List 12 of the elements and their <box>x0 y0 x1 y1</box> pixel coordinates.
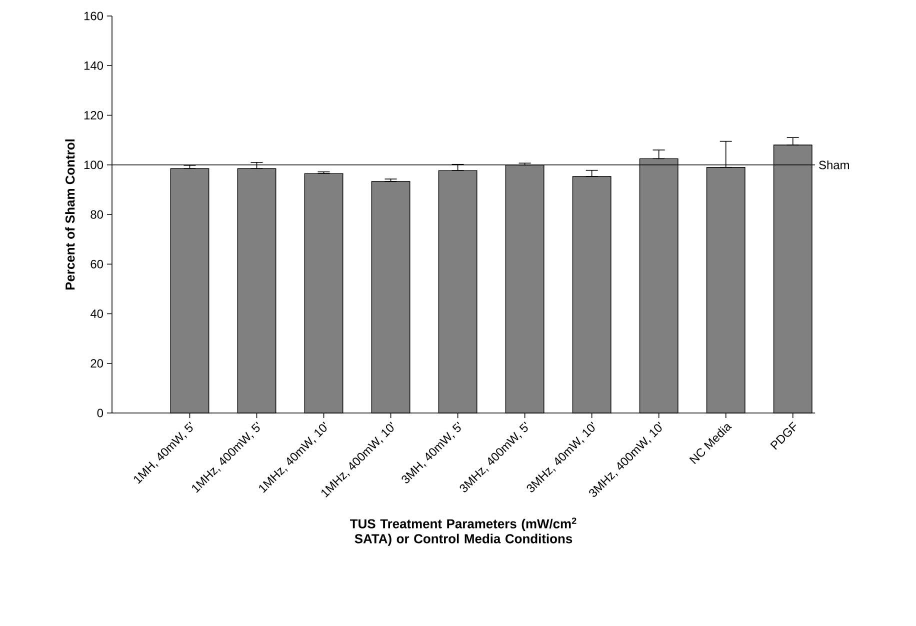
x-axis-title: TUS Treatment Parameters (mW/cm$^{2}$ SATA) or Control Media Conditions <box>350 518 576 546</box>
y-tick-label: 140 <box>84 61 104 70</box>
y-tick-label: 20 <box>90 359 104 368</box>
y-tick-label: 40 <box>90 310 104 318</box>
y-tick-label: 80 <box>90 210 104 219</box>
y-tick-label: 100 <box>84 160 104 170</box>
y-tick-label: 60 <box>90 260 104 268</box>
y-axis-title: Percent of Sham Control <box>65 140 75 290</box>
y-tick-label: 0 <box>97 408 104 418</box>
ref-line-label: Sham <box>819 160 849 170</box>
y-tick-label: 120 <box>84 111 104 120</box>
y-tick-label: 160 <box>84 12 104 20</box>
